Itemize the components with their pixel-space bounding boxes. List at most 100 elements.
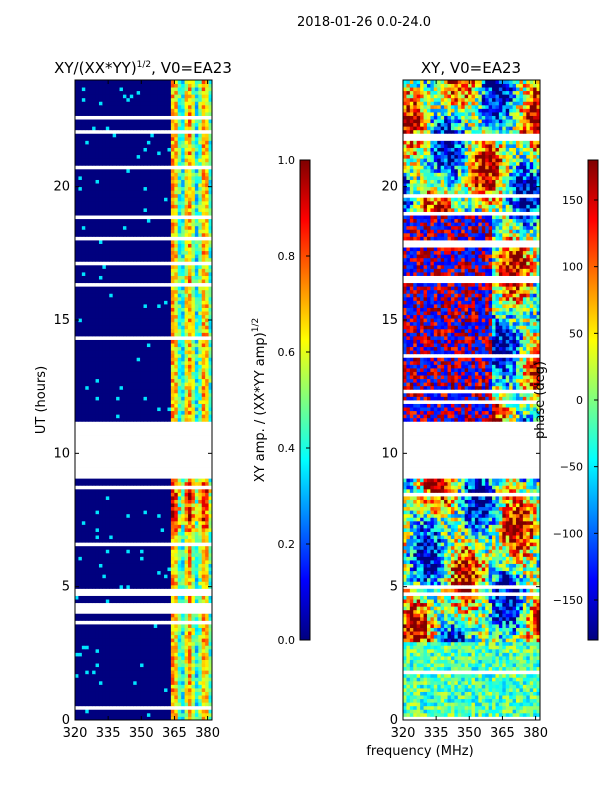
heat-cell <box>174 581 179 586</box>
heat-cell <box>177 570 182 575</box>
heat-cell <box>198 396 203 401</box>
heat-cell <box>177 385 182 390</box>
heat-cell <box>198 272 203 276</box>
heat-cell <box>105 552 110 557</box>
heat-cell <box>92 691 96 696</box>
heat-cell <box>98 357 103 362</box>
heat-cell <box>201 183 206 188</box>
heat-cell <box>143 225 148 230</box>
heat-cell <box>160 254 165 259</box>
heat-cell <box>146 563 151 568</box>
heat-cell <box>205 375 209 380</box>
heat-cell <box>191 254 196 259</box>
heat-cell <box>205 197 209 202</box>
heat-cell <box>160 311 165 316</box>
heat-cell <box>136 684 141 689</box>
heat-cell <box>143 396 148 401</box>
heat-cell <box>150 492 155 497</box>
heat-cell <box>75 712 79 717</box>
heat-cell <box>98 222 103 227</box>
heat-cell <box>98 638 103 643</box>
heat-cell <box>201 286 206 291</box>
heat-cell <box>198 378 203 383</box>
heat-cell <box>174 314 179 319</box>
heat-cell <box>116 293 120 298</box>
heat-cell <box>164 364 168 369</box>
heat-cell <box>133 584 138 589</box>
heat-cell <box>133 339 138 344</box>
heat-cell <box>95 570 100 575</box>
heat-cell <box>157 627 162 632</box>
heat-cell <box>102 535 107 540</box>
heat-cell <box>174 179 179 184</box>
heat-cell <box>167 364 172 369</box>
heat-cell <box>157 186 162 191</box>
heat-cell <box>102 499 107 504</box>
heat-cell <box>177 314 182 319</box>
heat-cell <box>198 684 203 689</box>
heat-cell <box>133 481 138 486</box>
heat-cell <box>164 318 168 323</box>
heat-cell <box>184 663 189 668</box>
heat-cell <box>133 378 138 383</box>
heat-cell <box>88 410 93 415</box>
heat-cell <box>170 179 175 184</box>
heat-cell <box>81 712 86 717</box>
heat-cell <box>78 528 83 532</box>
heat-cell <box>191 375 196 380</box>
heat-cell <box>95 631 100 636</box>
heat-cell <box>188 414 192 419</box>
heat-cell <box>129 400 134 404</box>
heat-cell <box>136 570 141 575</box>
heat-cell <box>116 222 120 227</box>
heat-cell <box>181 328 185 333</box>
heat-cell <box>198 414 203 419</box>
heat-cell <box>198 172 203 177</box>
heat-cell <box>146 172 151 177</box>
heat-cell <box>167 289 172 294</box>
heat-cell <box>164 673 168 678</box>
heat-cell <box>81 375 86 380</box>
heat-cell <box>109 311 114 316</box>
heat-cell <box>146 538 151 543</box>
heat-cell <box>208 321 212 326</box>
heat-cell <box>181 691 185 696</box>
heat-cell <box>188 581 192 586</box>
heat-cell <box>116 638 120 643</box>
heat-cell <box>126 535 131 540</box>
heat-cell <box>143 264 148 269</box>
heat-cell <box>102 556 107 561</box>
heat-cell <box>184 264 189 269</box>
heat-cell <box>188 186 192 191</box>
heat-cell <box>88 510 93 515</box>
heat-cell <box>205 680 209 685</box>
heat-cell <box>95 360 100 365</box>
heat-cell <box>78 254 83 259</box>
heat-cell <box>150 375 155 380</box>
heat-cell <box>177 346 182 351</box>
heat-cell <box>194 311 199 316</box>
heat-cell <box>170 240 175 244</box>
heat-cell <box>198 634 203 639</box>
heat-cell <box>105 680 110 685</box>
heat-cell <box>105 677 110 682</box>
heat-cell <box>140 403 144 408</box>
heat-cell <box>119 492 124 497</box>
heat-cell <box>129 492 134 497</box>
heat-cell <box>119 663 124 668</box>
heat-cell <box>170 552 175 557</box>
heat-cell <box>157 396 162 401</box>
heat-cell <box>116 243 120 248</box>
heat-cell <box>122 613 127 618</box>
heat-cell <box>75 666 79 671</box>
heat-cell <box>174 350 179 355</box>
heat-cell <box>119 403 124 408</box>
heat-cell <box>92 645 96 650</box>
heat-cell <box>191 499 196 504</box>
heat-cell <box>85 392 90 397</box>
heat-cell <box>116 343 120 348</box>
heat-cell <box>92 183 96 188</box>
heat-cell <box>136 275 141 280</box>
heat-cell <box>198 574 203 579</box>
heat-cell <box>198 197 203 202</box>
